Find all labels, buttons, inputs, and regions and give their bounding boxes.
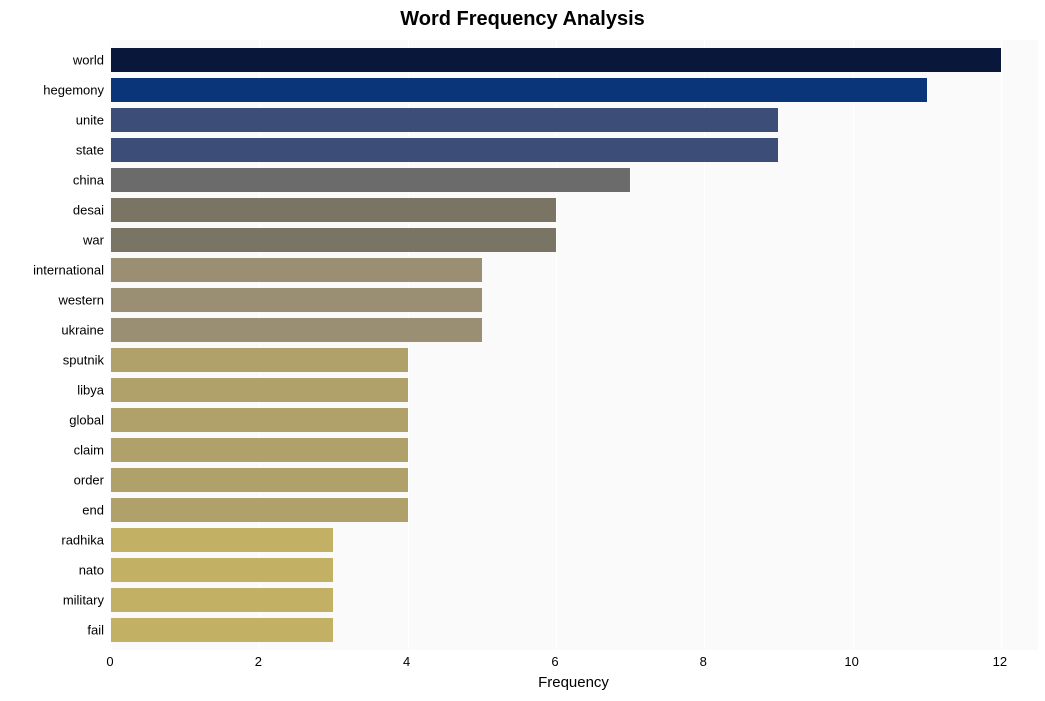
word-frequency-chart: Word Frequency Analysis world hegemony uni… [0, 0, 1045, 701]
y-tick-label: claim [74, 443, 104, 458]
grid-line [853, 40, 854, 650]
y-tick-label: desai [73, 203, 104, 218]
bar [111, 498, 408, 522]
y-tick-label: war [83, 233, 104, 248]
bar [111, 348, 408, 372]
y-tick-label: world [73, 53, 104, 68]
x-tick-label: 8 [700, 654, 707, 669]
y-tick-label: nato [79, 563, 104, 578]
chart-title: Word Frequency Analysis [0, 8, 1045, 31]
bar [111, 438, 408, 462]
y-tick-label: sputnik [63, 353, 104, 368]
bar [111, 318, 482, 342]
bar [111, 168, 630, 192]
y-tick-label: global [69, 413, 104, 428]
y-tick-label: radhika [61, 533, 104, 548]
x-tick-label: 12 [993, 654, 1007, 669]
y-tick-label: ukraine [61, 323, 104, 338]
y-tick-label: unite [76, 113, 104, 128]
bar [111, 78, 927, 102]
grid-line [1001, 40, 1002, 650]
bar [111, 528, 333, 552]
bar [111, 108, 778, 132]
y-tick-label: fail [87, 623, 104, 638]
bar [111, 468, 408, 492]
bar [111, 378, 408, 402]
x-tick-label: 10 [844, 654, 858, 669]
bar [111, 558, 333, 582]
bar [111, 408, 408, 432]
bar [111, 618, 333, 642]
x-tick-label: 6 [551, 654, 558, 669]
y-tick-label: international [33, 263, 104, 278]
bar [111, 588, 333, 612]
y-tick-label: military [63, 593, 104, 608]
y-tick-label: state [76, 143, 104, 158]
plot-area [110, 40, 1038, 650]
x-tick-label: 2 [255, 654, 262, 669]
bar [111, 138, 778, 162]
x-tick-label: 4 [403, 654, 410, 669]
y-tick-label: hegemony [43, 83, 104, 98]
y-tick-label: libya [77, 383, 104, 398]
y-tick-label: western [58, 293, 104, 308]
y-tick-label: order [74, 473, 104, 488]
x-axis-label: Frequency [110, 674, 1037, 691]
y-axis-ticks: world hegemony unite state china desai war inte… [0, 40, 110, 650]
y-tick-label: end [82, 503, 104, 518]
x-tick-label: 0 [106, 654, 113, 669]
bar [111, 198, 556, 222]
y-tick-label: china [73, 173, 104, 188]
bar [111, 228, 556, 252]
bar [111, 48, 1001, 72]
bar [111, 288, 482, 312]
bar [111, 258, 482, 282]
